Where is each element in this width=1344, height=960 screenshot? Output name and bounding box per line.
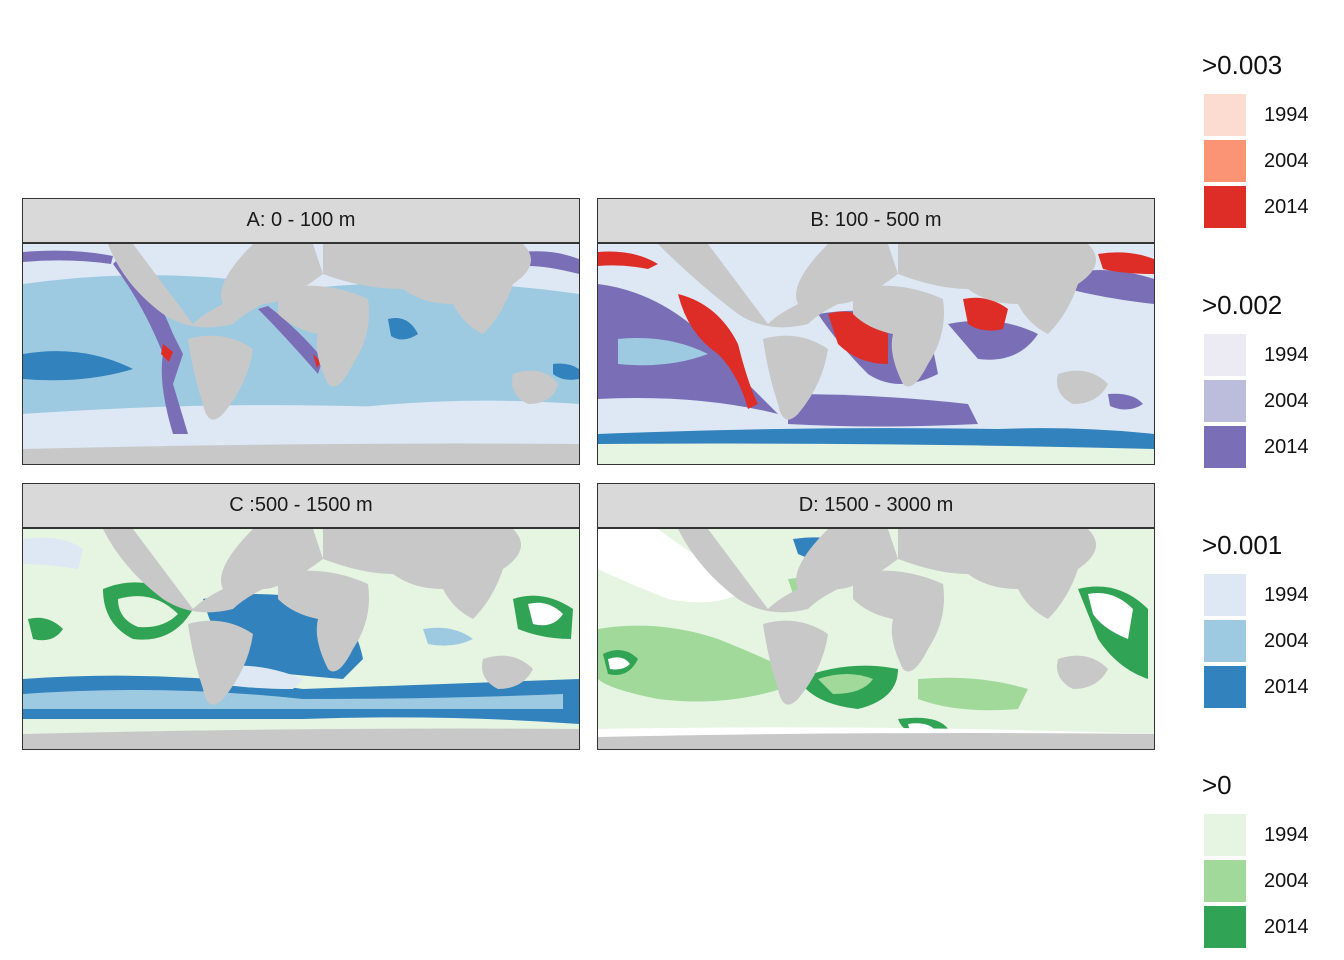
legend-label: 2004: [1264, 150, 1309, 172]
legend-title: >0.001: [1202, 530, 1283, 560]
legend-swatch: [1204, 574, 1246, 616]
legend-item: 2014: [1202, 906, 1332, 950]
legend-swatch: [1204, 906, 1246, 948]
panel-c-map: [22, 528, 580, 750]
legend-label: 2004: [1264, 390, 1309, 412]
legend-label: 1994: [1264, 104, 1309, 126]
legend-swatch: [1204, 814, 1246, 856]
legend-swatch: [1204, 666, 1246, 708]
legend-label: 1994: [1264, 344, 1309, 366]
legend-item: 1994: [1202, 94, 1332, 138]
legend-label: 1994: [1264, 824, 1309, 846]
legend-swatch: [1204, 380, 1246, 422]
legend-item: 2004: [1202, 620, 1332, 664]
panel-d-title: D: 1500 - 3000 m: [597, 483, 1155, 529]
legend-label: 2014: [1264, 436, 1309, 458]
legend-item: 2014: [1202, 666, 1332, 710]
legend-swatch: [1204, 426, 1246, 468]
panel-c: C :500 - 1500 m: [22, 483, 580, 750]
legend-swatch: [1204, 620, 1246, 662]
legend-title: >0.003: [1202, 50, 1283, 80]
legend-swatch: [1204, 94, 1246, 136]
legend-item: 1994: [1202, 814, 1332, 858]
legend-item: 1994: [1202, 574, 1332, 618]
legend-item: 2004: [1202, 380, 1332, 424]
legend-item: 2014: [1202, 426, 1332, 470]
legend-label: 2014: [1264, 916, 1309, 938]
legend-title: >0.002: [1202, 290, 1283, 320]
legend-swatch: [1204, 140, 1246, 182]
legend-title: >0: [1202, 770, 1232, 800]
legend-item: 2004: [1202, 860, 1332, 904]
panel-a: A: 0 - 100 m: [22, 198, 580, 465]
panel-b-map: [597, 243, 1155, 465]
panel-b: B: 100 - 500 m: [597, 198, 1155, 465]
legend-swatch: [1204, 334, 1246, 376]
legend-label: 2004: [1264, 630, 1309, 652]
panel-a-map: [22, 243, 580, 465]
legend-item: 1994: [1202, 334, 1332, 378]
panel-a-title: A: 0 - 100 m: [22, 198, 580, 244]
panel-b-title: B: 100 - 500 m: [597, 198, 1155, 244]
legend-label: 1994: [1264, 584, 1309, 606]
legend-swatch: [1204, 860, 1246, 902]
legend-label: 2014: [1264, 196, 1309, 218]
legend-swatch: [1204, 186, 1246, 228]
legend-label: 2004: [1264, 870, 1309, 892]
legend-item: 2014: [1202, 186, 1332, 230]
legend-item: 2004: [1202, 140, 1332, 184]
legend-label: 2014: [1264, 676, 1309, 698]
panel-d: D: 1500 - 3000 m: [597, 483, 1155, 750]
panel-d-map: [597, 528, 1155, 750]
panel-c-title: C :500 - 1500 m: [22, 483, 580, 529]
